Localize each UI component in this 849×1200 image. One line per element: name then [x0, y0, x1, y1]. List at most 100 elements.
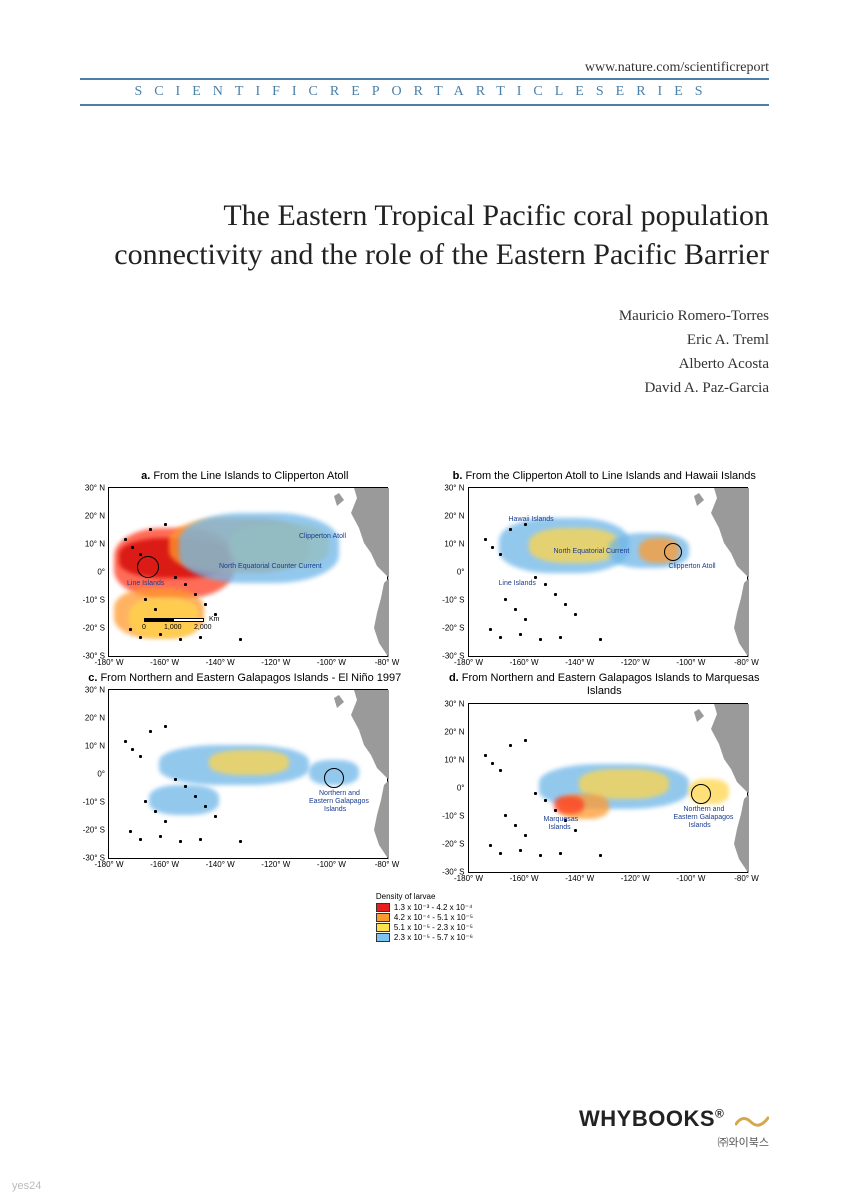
island-dot [194, 593, 197, 596]
legend-row: 1.3 x 10⁻³ - 4.2 x 10⁻⁴ [376, 903, 473, 912]
publisher-brand: WHYBOOKS® [579, 1106, 769, 1132]
island-dot [129, 628, 132, 631]
series-banner: SCIENTIFICREPORTARTICLESERIES [80, 84, 769, 106]
author: Eric A. Treml [80, 328, 769, 352]
x-tick: -180° W [95, 860, 124, 869]
island-dot [484, 754, 487, 757]
panel-title: c. From Northern and Eastern Galapagos I… [80, 672, 410, 685]
publisher-footer: WHYBOOKS® ㈜와이북스 [579, 1106, 769, 1150]
legend-row: 2.3 x 10⁻⁵ - 5.7 x 10⁻⁶ [376, 933, 473, 942]
x-tick: -80° W [734, 874, 759, 883]
x-tick: -120° W [621, 658, 650, 667]
island-dot [559, 636, 562, 639]
author: Alberto Acosta [80, 352, 769, 376]
wave-icon [735, 1110, 769, 1130]
map-frame: Northern andEastern GalapagosIslands 30°… [108, 689, 388, 859]
x-tick: -80° W [734, 658, 759, 667]
x-tick: -160° W [510, 874, 539, 883]
legend-row: 5.1 x 10⁻⁵ - 2.3 x 10⁻⁵ [376, 923, 473, 932]
y-tick: 10° N [444, 540, 464, 549]
island-dot [484, 538, 487, 541]
y-tick: 10° N [444, 755, 464, 764]
x-tick: -100° W [317, 658, 346, 667]
y-tick: 20° N [444, 512, 464, 521]
map-annotation: Hawaii Islands [509, 516, 554, 524]
x-tick: -140° W [206, 658, 235, 667]
island-dot [499, 553, 502, 556]
y-tick: 0° [457, 568, 465, 577]
island-dot [539, 854, 542, 857]
y-tick: 20° N [85, 714, 105, 723]
island-dot [489, 844, 492, 847]
island-dot [544, 799, 547, 802]
y-tick: -10° S [442, 596, 464, 605]
island-dot [519, 849, 522, 852]
y-tick: 10° N [85, 540, 105, 549]
x-tick: -100° W [317, 860, 346, 869]
x-tick: -100° W [676, 874, 705, 883]
x-tick: -100° W [676, 658, 705, 667]
island-dot [491, 762, 494, 765]
y-tick: 30° N [444, 484, 464, 493]
map-annotation: Islands [549, 824, 571, 832]
island-dot [124, 538, 127, 541]
island-dot [559, 852, 562, 855]
x-tick: -120° W [621, 874, 650, 883]
y-tick: 0° [457, 783, 465, 792]
island-dot [499, 636, 502, 639]
author: Mauricio Romero-Torres [80, 304, 769, 328]
y-tick: 30° N [444, 699, 464, 708]
watermark: yes24 [12, 1180, 41, 1192]
map-panel-a: a. From the Line Islands to Clipperton A… [80, 470, 410, 657]
island-dot [144, 598, 147, 601]
legend-label: 1.3 x 10⁻³ - 4.2 x 10⁻⁴ [394, 903, 473, 912]
x-tick: -160° W [150, 860, 179, 869]
scale-label: 2,000 [194, 624, 212, 631]
island-dot [174, 576, 177, 579]
y-tick: -20° S [83, 624, 105, 633]
y-tick: 20° N [85, 512, 105, 521]
y-tick: -10° S [442, 811, 464, 820]
island-dot [554, 809, 557, 812]
island-dot [179, 638, 182, 641]
island-dot [599, 638, 602, 641]
map-panel-c: c. From Northern and Eastern Galapagos I… [80, 672, 410, 872]
island-dot [509, 528, 512, 531]
island-dot [574, 829, 577, 832]
island-dot [514, 824, 517, 827]
island-dot [149, 528, 152, 531]
x-tick: -140° W [565, 658, 594, 667]
map-panel-b: b. From the Clipperton Atoll to Line Isl… [440, 470, 770, 657]
island-dot [164, 523, 167, 526]
map-frame: Hawaii IslandsNorth Equatorial CurrentLi… [468, 487, 748, 657]
y-tick: 0° [97, 770, 105, 779]
author-list: Mauricio Romero-Torres Eric A. Treml Alb… [80, 304, 769, 400]
island-dot [504, 598, 507, 601]
island-dot [514, 608, 517, 611]
map-annotation: Islands [689, 822, 711, 830]
map-annotation: Marquesas [544, 816, 579, 824]
y-tick: 20° N [444, 727, 464, 736]
legend-swatch [376, 923, 390, 932]
map-annotation: Line Islands [499, 580, 536, 588]
legend-swatch [376, 903, 390, 912]
map-annotation: Line Islands [127, 580, 164, 588]
panel-title: b. From the Clipperton Atoll to Line Isl… [440, 470, 770, 483]
island-dot [204, 603, 207, 606]
legend-title: Density of larvae [376, 892, 473, 901]
x-tick: -120° W [261, 860, 290, 869]
publisher-subtitle: ㈜와이북스 [579, 1134, 769, 1150]
x-axis: -180° W-160° W-140° W-120° W-100° W-80° … [109, 658, 387, 670]
article-title: The Eastern Tropical Pacific coral popul… [80, 196, 769, 274]
map-annotation: North Equatorial Counter Current [219, 563, 322, 571]
legend-label: 4.2 x 10⁻⁴ - 5.1 x 10⁻⁵ [394, 913, 473, 922]
panel-title: a. From the Line Islands to Clipperton A… [80, 470, 410, 483]
x-tick: -120° W [261, 658, 290, 667]
island-dot [154, 608, 157, 611]
scale-label: 0 [142, 624, 146, 631]
y-tick: 30° N [85, 484, 105, 493]
island-dot [509, 744, 512, 747]
x-tick: -140° W [565, 874, 594, 883]
x-tick: -160° W [150, 658, 179, 667]
island-dot [534, 792, 537, 795]
